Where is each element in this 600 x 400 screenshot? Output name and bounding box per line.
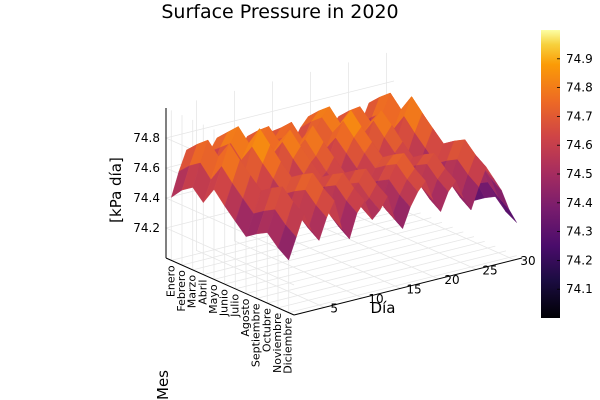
y-tick-label: Diciembre	[282, 317, 295, 373]
colorbar-ticks: 74.1 74.2 74.3 74.4 74.5 74.6 74.7 74.8 74.9	[557, 52, 593, 296]
x-tick-label: 25	[482, 263, 497, 277]
colorbar-tick-label: 74.4	[566, 196, 593, 210]
x-tick-label: 20	[444, 273, 459, 287]
y-axis-label: Mes	[154, 370, 172, 400]
x-tick-label: 10	[368, 292, 383, 306]
y-tick-label: Agosto	[239, 298, 252, 336]
colorbar-tick-label: 74.2	[566, 253, 593, 267]
colorbar-tick-label: 74.6	[566, 138, 593, 152]
colorbar: 74.1 74.2 74.3 74.4 74.5 74.6 74.7 74.8 74.9	[541, 30, 593, 318]
axis-ticks: 74.274.474.674.851015202530EneroFebreroM…	[133, 131, 535, 374]
colorbar-tick-label: 74.3	[566, 225, 593, 239]
x-tick-label: 30	[520, 254, 535, 268]
colorbar-tick-label: 74.5	[566, 167, 593, 181]
y-tick-label: Noviembre	[271, 313, 284, 373]
x-tick-label: 5	[330, 301, 338, 315]
y-tick-label: Febrero	[175, 270, 188, 312]
z-axis-label: [kPa día]	[107, 157, 125, 223]
x-axis-line	[293, 257, 523, 316]
z-tick-label: 74.2	[133, 221, 160, 235]
colorbar-tick-label: 74.7	[566, 109, 593, 123]
chart-title: Surface Pressure in 2020	[161, 1, 398, 23]
colorbar-gradient	[541, 30, 560, 318]
y-tick-label: Marzo	[186, 275, 199, 309]
surface	[170, 92, 517, 261]
x-tick-label: 15	[406, 282, 421, 296]
y-tick-label: Octubre	[260, 308, 273, 352]
z-tick-label: 74.4	[133, 191, 160, 205]
y-tick-label: Junio	[218, 289, 231, 317]
y-tick-label: Septiembre	[250, 303, 263, 367]
y-axis-line	[165, 257, 295, 316]
z-tick-label: 74.8	[133, 131, 160, 145]
colorbar-tick-label: 74.1	[566, 282, 593, 296]
y-tick-label: Abril	[196, 280, 209, 305]
surface-cell	[277, 224, 297, 261]
y-tick-label: Julio	[228, 294, 241, 318]
x-axis-label: Día	[371, 299, 396, 317]
y-tick-label: Enero	[164, 265, 177, 297]
colorbar-tick-label: 74.9	[566, 52, 593, 66]
z-tick-label: 74.6	[133, 161, 160, 175]
surface-cell	[498, 197, 517, 223]
y-tick-label: Mayo	[207, 284, 220, 314]
colorbar-tick-label: 74.8	[566, 81, 593, 95]
